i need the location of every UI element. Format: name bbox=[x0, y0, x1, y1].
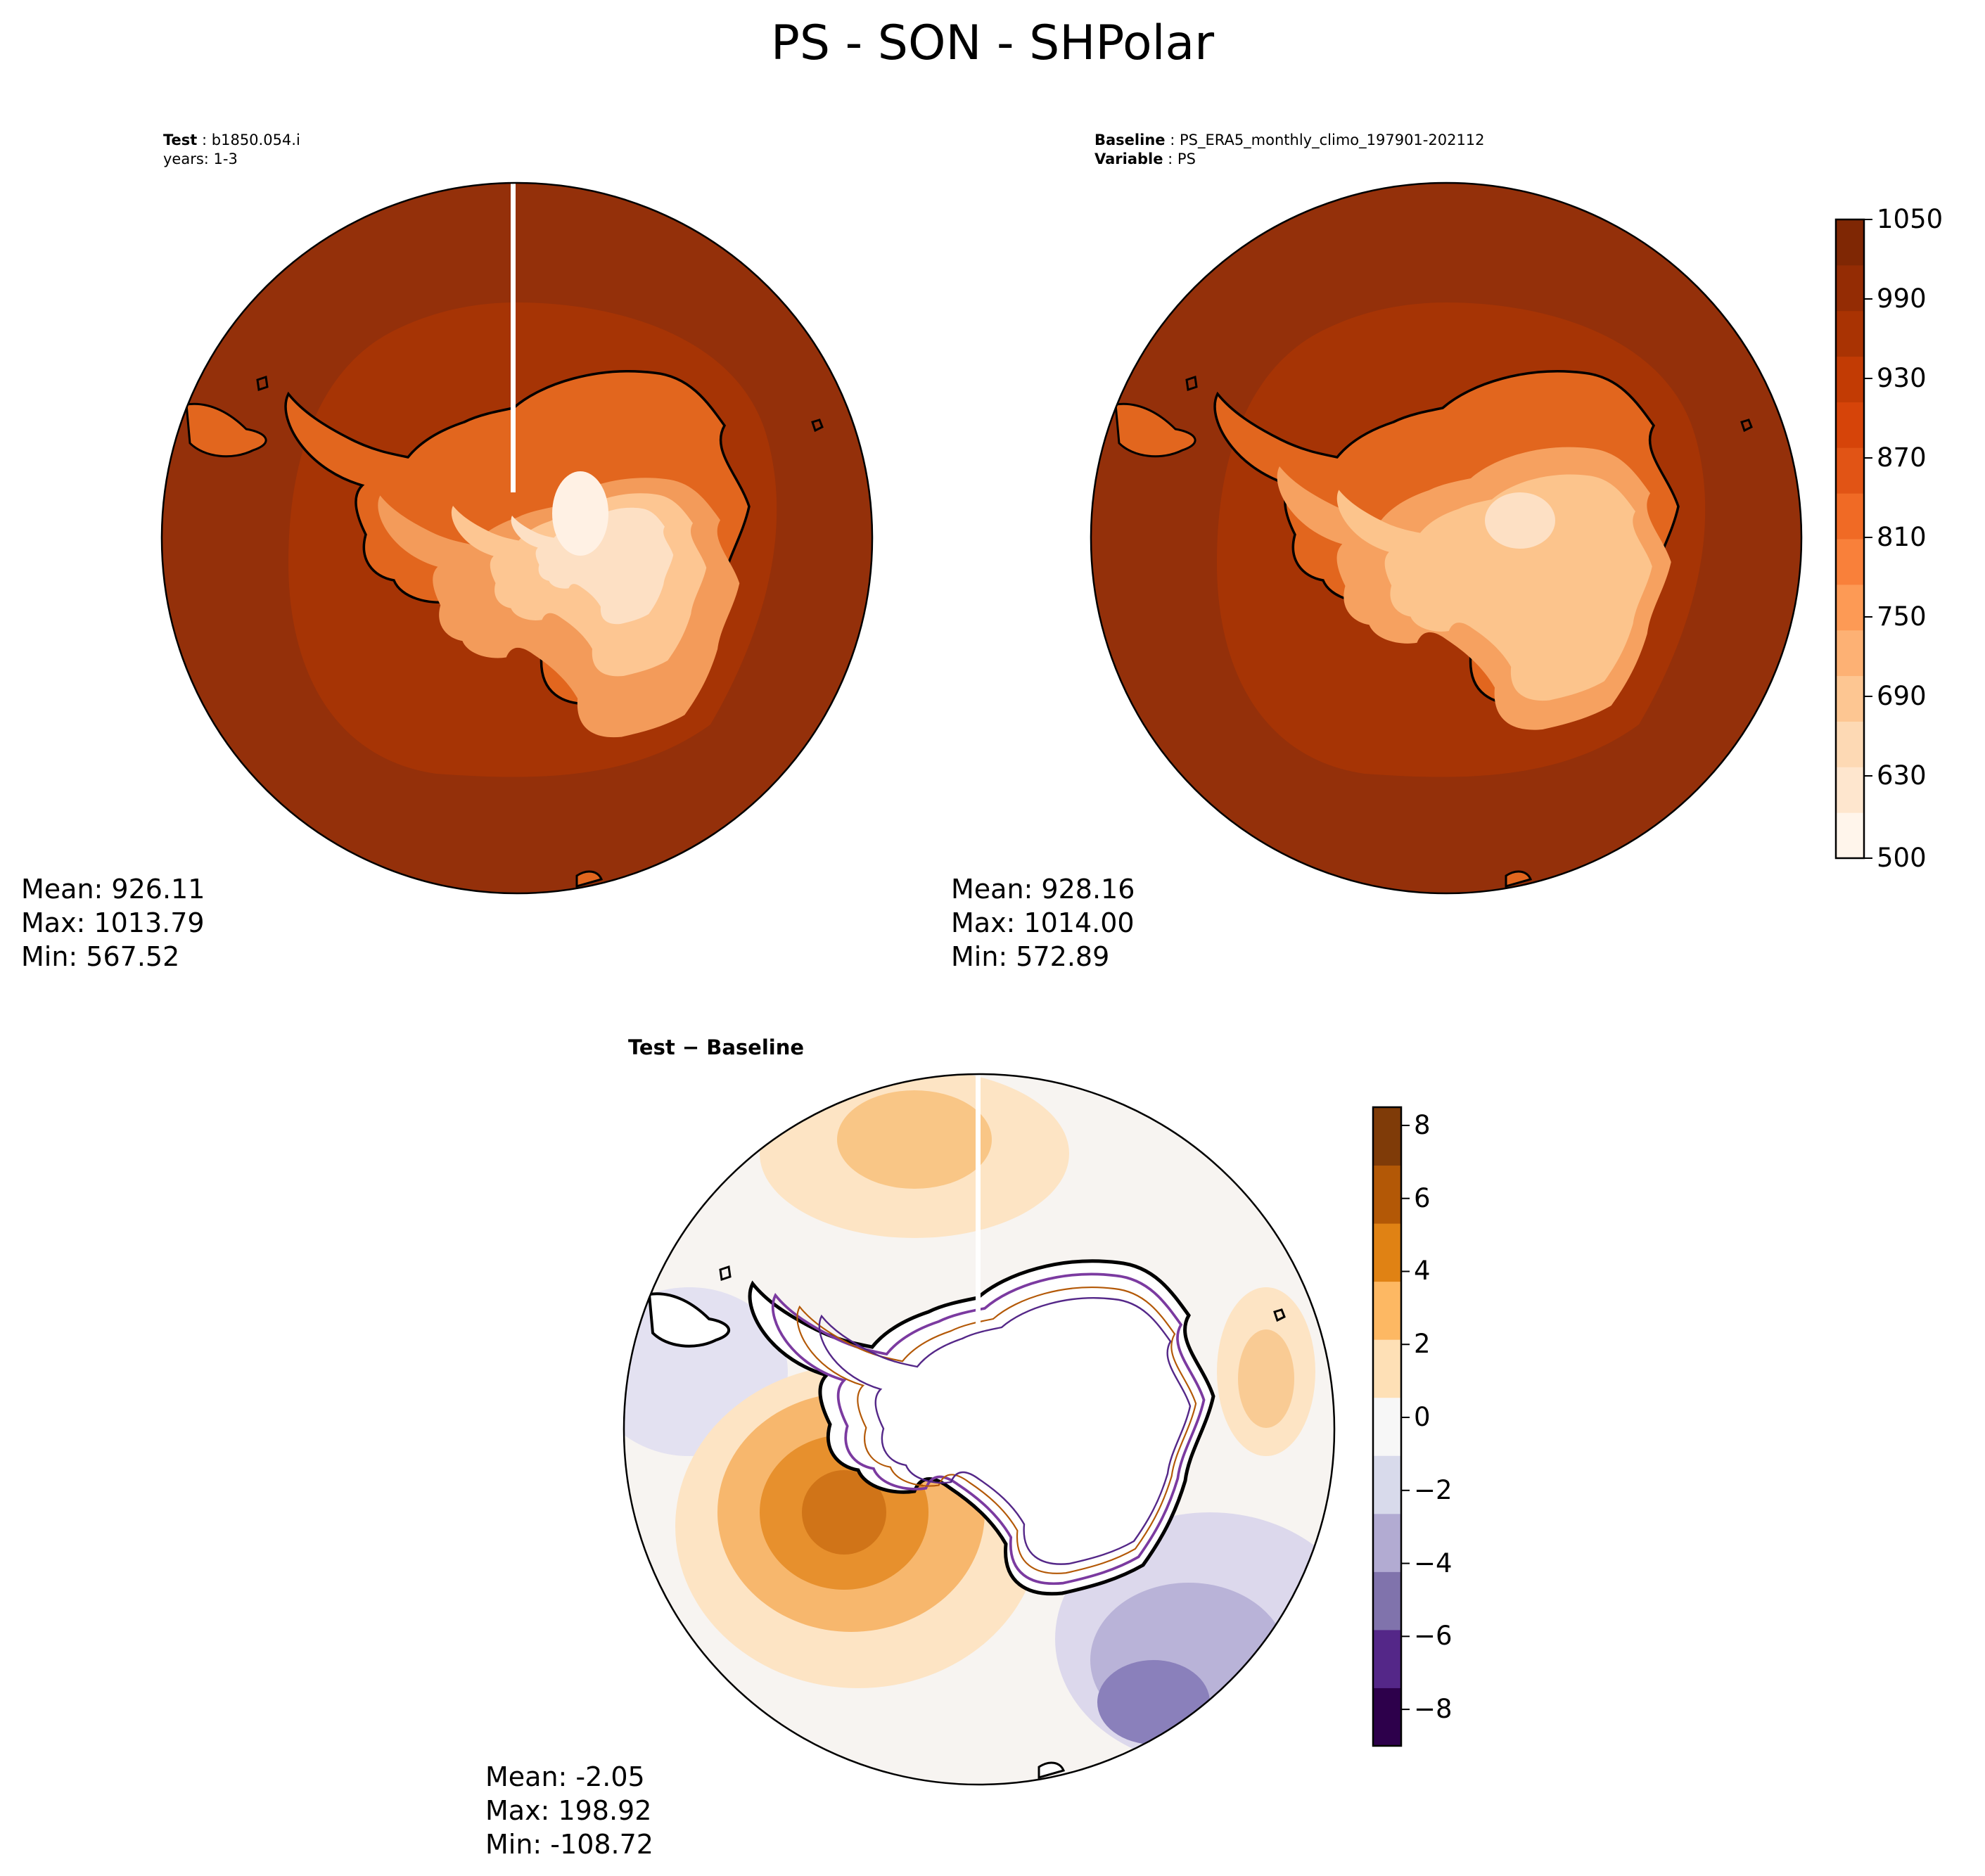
top-colorbar bbox=[1834, 218, 1872, 860]
colorbar-segment bbox=[1836, 219, 1864, 266]
colorbar-segment bbox=[1836, 264, 1864, 312]
test-stats: Mean: 926.11 Max: 1013.79 Min: 567.52 bbox=[21, 872, 205, 974]
colorbar-tick-label: −2 bbox=[1414, 1474, 1453, 1505]
colorbar-tick-label: 990 bbox=[1877, 283, 1927, 314]
diff-max: Max: 198.92 bbox=[485, 1795, 652, 1826]
test-antarctica bbox=[284, 370, 751, 738]
colorbar-tick-label: 8 bbox=[1414, 1109, 1431, 1140]
colorbar-segment bbox=[1836, 447, 1864, 494]
baseline-max: Max: 1014.00 bbox=[951, 907, 1135, 938]
diff-min: Min: -108.72 bbox=[485, 1829, 653, 1860]
test-years: years: 1-3 bbox=[163, 151, 238, 167]
diff-mean: Mean: -2.05 bbox=[485, 1761, 645, 1792]
baseline-mean: Mean: 928.16 bbox=[951, 874, 1135, 905]
colorbar-segment bbox=[1373, 1397, 1401, 1456]
colorbar-segment bbox=[1373, 1281, 1401, 1340]
colorbar-tick-label: −8 bbox=[1414, 1694, 1453, 1725]
colorbar-segment bbox=[1836, 539, 1864, 585]
colorbar-tick-label: −4 bbox=[1414, 1548, 1453, 1578]
colorbar-segment bbox=[1836, 767, 1864, 813]
colorbar-segment bbox=[1373, 1629, 1401, 1688]
colorbar-tick-label: 4 bbox=[1414, 1256, 1431, 1287]
test-label: Test : b1850.054.i bbox=[163, 132, 300, 148]
figure-title: PS - SON - SHPolar bbox=[770, 15, 1215, 71]
diff-label: Test − Baseline bbox=[628, 1035, 805, 1059]
colorbar-segment bbox=[1373, 1339, 1401, 1398]
colorbar-segment bbox=[1373, 1513, 1401, 1572]
colorbar-segment bbox=[1836, 721, 1864, 767]
test-max: Max: 1013.79 bbox=[21, 907, 205, 938]
colorbar-tick-label: 690 bbox=[1877, 681, 1927, 711]
baseline-variable: Variable : PS bbox=[1094, 151, 1196, 167]
baseline-map-border bbox=[1090, 181, 1803, 895]
diff-missing-line bbox=[976, 1074, 981, 1329]
colorbar-segment bbox=[1836, 356, 1864, 402]
test-missing-line bbox=[511, 183, 516, 492]
colorbar-segment bbox=[1836, 402, 1864, 448]
colorbar-tick-label: 1050 bbox=[1877, 204, 1943, 234]
baseline-map bbox=[1091, 183, 1801, 893]
colorbar-segment bbox=[1836, 584, 1864, 631]
colorbar-segment bbox=[1836, 493, 1864, 540]
colorbar-segment bbox=[1373, 1687, 1401, 1747]
colorbar-segment bbox=[1836, 310, 1864, 357]
baseline-antarctica bbox=[1213, 370, 1680, 730]
test-min: Min: 567.52 bbox=[21, 941, 180, 972]
baseline-stats: Mean: 928.16 Max: 1014.00 Min: 572.89 bbox=[951, 872, 1135, 974]
test-mean: Mean: 926.11 bbox=[21, 874, 205, 905]
colorbar-segment bbox=[1836, 675, 1864, 722]
colorbar-segment bbox=[1373, 1455, 1401, 1514]
diff-colorbar bbox=[1372, 1106, 1410, 1747]
colorbar-tick-label: 2 bbox=[1414, 1329, 1431, 1360]
colorbar-outline bbox=[1372, 1106, 1403, 1747]
baseline-min: Min: 572.89 bbox=[951, 941, 1110, 972]
colorbar-tick-label: 750 bbox=[1877, 601, 1927, 632]
colorbar-tick-label: 500 bbox=[1877, 843, 1927, 873]
diff-map-border bbox=[623, 1073, 1336, 1786]
test-map bbox=[162, 183, 872, 893]
colorbar-tick-label: 870 bbox=[1877, 442, 1927, 473]
colorbar-tick-label: 930 bbox=[1877, 363, 1927, 393]
colorbar-segment bbox=[1373, 1223, 1401, 1282]
colorbar-tick-label: 6 bbox=[1414, 1182, 1431, 1213]
colorbar-segment bbox=[1373, 1165, 1401, 1224]
colorbar-segment bbox=[1373, 1107, 1401, 1166]
colorbar-tick-label: 0 bbox=[1414, 1402, 1431, 1433]
test-map-border bbox=[160, 181, 874, 895]
colorbar-tick-label: 630 bbox=[1877, 760, 1927, 791]
colorbar-tick-label: −6 bbox=[1414, 1621, 1453, 1652]
colorbar-segment bbox=[1836, 812, 1864, 859]
colorbar-segment bbox=[1836, 630, 1864, 677]
diff-map bbox=[624, 1074, 1334, 1785]
baseline-label: Baseline : PS_ERA5_monthly_climo_197901-… bbox=[1094, 132, 1485, 148]
colorbar-tick-label: 810 bbox=[1877, 522, 1927, 552]
colorbar-outline bbox=[1834, 218, 1865, 860]
colorbar-segment bbox=[1373, 1571, 1401, 1631]
diff-stats: Mean: -2.05 Max: 198.92 Min: -108.72 bbox=[485, 1760, 653, 1861]
